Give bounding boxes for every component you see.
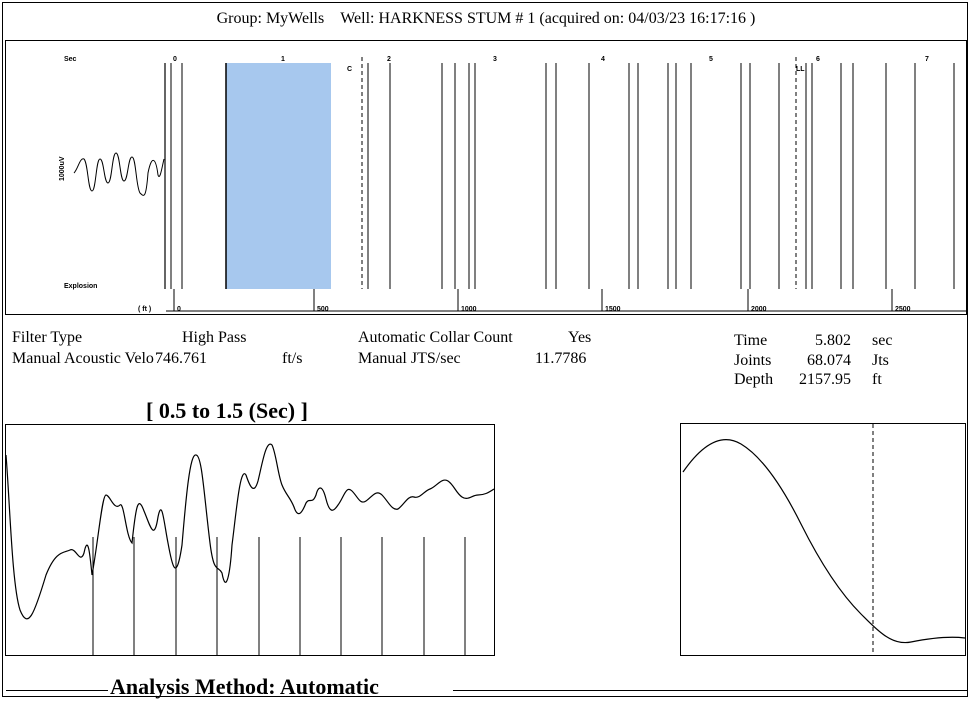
sec-tick-5: 5: [709, 56, 713, 63]
range-title: [ 0.5 to 1.5 (Sec) ]: [146, 398, 308, 423]
manual-velocity-unit: ft/s: [282, 350, 303, 367]
analysis-left-rule: [6, 690, 108, 691]
filter-type-label: Filter Type: [12, 329, 83, 346]
sec-tick-6: 6: [816, 56, 820, 63]
manual-jts-value: 11.7786: [535, 350, 587, 367]
manual-jts-label: Manual JTS/sec: [358, 350, 461, 367]
time-unit: sec: [872, 332, 893, 349]
ft-tick-0: 0: [177, 306, 181, 313]
joints-label: Joints: [734, 352, 772, 369]
sec-tick-4: 4: [601, 56, 605, 63]
acoustic-trace-panel[interactable]: Sec 1000uV Explosion ( ft ) C LL 0 1 2 3 4 5 6…: [5, 40, 967, 315]
acoustic-waveform: [73, 152, 165, 196]
zoom-collar-lines: [92, 537, 466, 655]
zoomed-waveform-chart[interactable]: [6, 425, 494, 655]
zoomed-waveform-panel[interactable]: [5, 424, 495, 656]
acoustic-trace-chart[interactable]: Sec 1000uV Explosion ( ft ) C LL 0 1 2 3 4 5 6…: [6, 41, 966, 314]
collar-lines: [170, 63, 955, 289]
header-title: Group: MyWells Well: HARKNESS STUM # 1 (…: [0, 10, 972, 28]
ft-tick-labels: 0 500 1000 1500 2000 2500: [173, 289, 911, 313]
small-waveform-panel[interactable]: [680, 423, 966, 656]
ft-tick-2000: 2000: [751, 306, 767, 313]
analysis-right-rule: [453, 690, 967, 691]
zoomed-waveform: [6, 443, 494, 620]
sec-tick-0: 0: [173, 56, 177, 63]
selection-highlight[interactable]: [226, 63, 331, 289]
depth-unit: ft: [872, 371, 882, 388]
sec-tick-2: 2: [387, 56, 391, 63]
depth-value: 2157.95: [799, 371, 851, 388]
sec-tick-3: 3: [493, 56, 497, 63]
small-waveform-chart: [682, 424, 965, 655]
depth-label: Depth: [734, 371, 774, 388]
ft-tick-500: 500: [317, 306, 329, 313]
ft-tick-1500: 1500: [605, 306, 621, 313]
manual-velocity-label: Manual Acoustic Veloc: [12, 350, 154, 367]
well-label: Well: HARKNESS STUM # 1 (acquired on: 04…: [340, 10, 756, 27]
group-label: Group: MyWells: [216, 10, 325, 27]
time-label: Time: [734, 332, 768, 349]
joints-value: 68.074: [807, 352, 851, 369]
ft-tick-2500: 2500: [895, 306, 911, 313]
filter-type-value: High Pass: [182, 329, 247, 346]
sec-tick-labels: 0 1 2 3 4 5 6 7: [173, 56, 929, 63]
manual-velocity-value: 746.761: [155, 350, 207, 367]
joints-unit: Jts: [872, 352, 889, 369]
sec-label: Sec: [64, 56, 77, 63]
explosion-label: Explosion: [64, 283, 97, 290]
liquid-level-marker: LL: [796, 66, 805, 73]
ft-label: ( ft ): [138, 306, 151, 313]
amplitude-label: 1000uV: [59, 156, 66, 181]
sec-tick-7: 7: [925, 56, 929, 63]
small-waveform: [682, 439, 965, 644]
analysis-method: Analysis Method: Automatic: [110, 674, 379, 699]
time-value: 5.802: [815, 332, 851, 349]
collar-marker: C: [347, 66, 352, 73]
auto-collar-value: Yes: [568, 329, 592, 346]
ft-tick-1000: 1000: [461, 306, 477, 313]
auto-collar-label: Automatic Collar Count: [358, 329, 513, 346]
sec-tick-1: 1: [281, 56, 285, 63]
